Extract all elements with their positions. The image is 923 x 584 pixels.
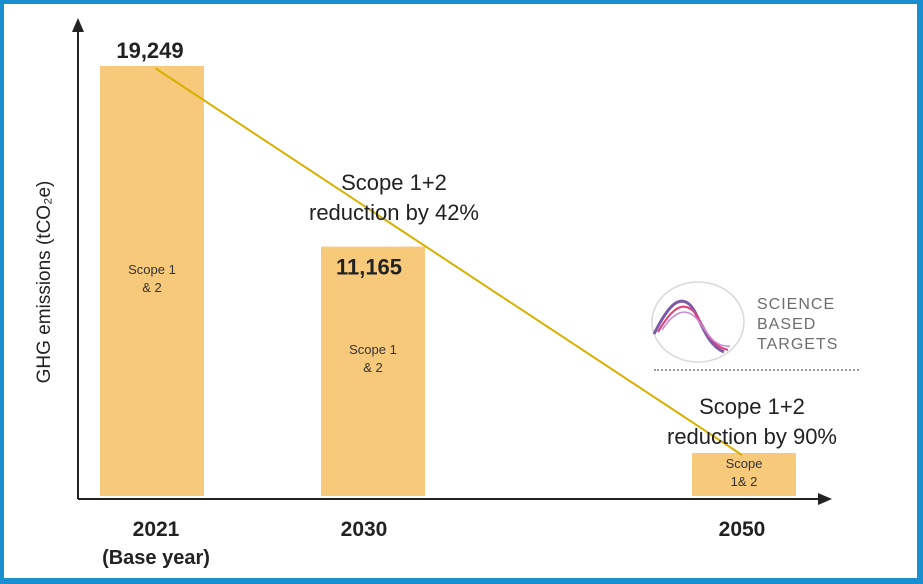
- emissions-chart: GHG emissions (tCO₂e) 19,249 11,165 Scope 1…: [34, 18, 837, 569]
- science-based-targets-logo: SCIENCE BASED TARGETS: [644, 274, 866, 382]
- chart-frame: GHG emissions (tCO₂e) 19,249 11,165 Scope 1…: [4, 4, 917, 578]
- value-label: 19,249: [116, 38, 183, 63]
- x-tick-label: 2030: [341, 518, 388, 541]
- annotation: Scope 1+2: [341, 170, 447, 195]
- bar-label: Scope: [726, 456, 763, 471]
- annotation: reduction by 42%: [309, 200, 479, 225]
- bar-label: & 2: [142, 280, 162, 295]
- y-axis-arrow-icon: [72, 18, 84, 32]
- logo-swirl-icon: [651, 281, 745, 363]
- logo-text-science: SCIENCE: [757, 296, 836, 313]
- x-tick-sublabel: (Base year): [102, 547, 210, 569]
- annotation: Scope 1+2: [699, 394, 805, 419]
- bar-label: Scope 1: [349, 342, 397, 357]
- x-tick-label: 2050: [719, 518, 766, 541]
- logo-tagline: [654, 369, 859, 375]
- bar: [100, 66, 204, 496]
- bar: [692, 452, 796, 496]
- bar-label: 1& 2: [731, 474, 758, 489]
- bar-label: Scope 1: [128, 262, 176, 277]
- x-axis-arrow-icon: [818, 493, 832, 505]
- bar-label: & 2: [363, 360, 383, 375]
- logo-text-targets: TARGETS: [757, 336, 839, 353]
- bar: [321, 246, 425, 496]
- trend-line: [154, 67, 743, 456]
- y-axis-label: GHG emissions (tCO₂e): [34, 181, 55, 384]
- x-tick-label: 2021: [133, 518, 180, 541]
- annotation: reduction by 90%: [667, 424, 837, 449]
- logo-text-based: BASED: [757, 316, 817, 333]
- value-label: 11,165: [336, 255, 402, 280]
